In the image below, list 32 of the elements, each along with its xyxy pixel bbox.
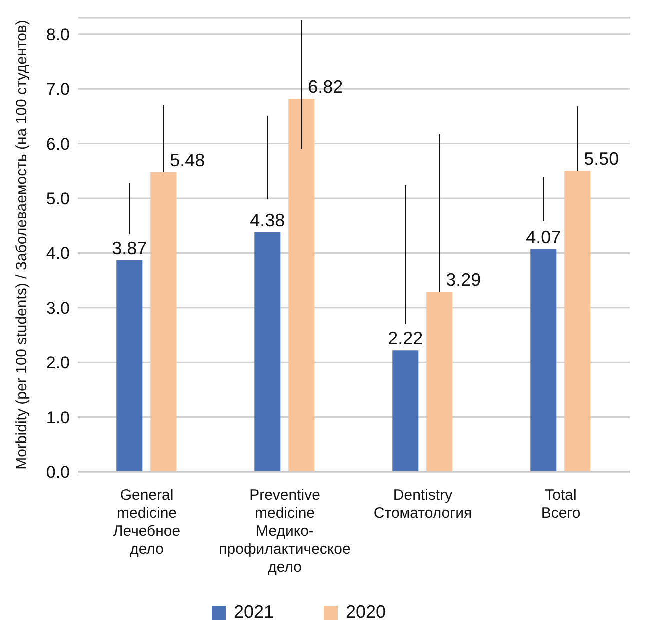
data-label: 4.07 [526,227,562,248]
x-tick-label: Dentistry Стоматология [374,487,472,522]
y-tick-label: 3.0 [46,298,70,318]
y-tick-label: 1.0 [46,408,70,428]
y-tick-label: 6.0 [46,134,70,154]
y-tick-label: 8.0 [46,25,70,44]
bar [426,292,453,472]
x-tick-label: Preventive medicine Медико-профилактическое дело [219,487,351,576]
bar [530,249,557,472]
bar [288,98,315,472]
x-tick-label: Total Всего [541,487,581,522]
data-label: 5.48 [170,150,206,170]
data-label: 2.22 [388,328,424,349]
bar [116,260,143,472]
legend-label: 2021 [234,602,274,622]
data-label: 3.29 [446,270,482,290]
bar [254,232,281,472]
legend-label: 2020 [346,602,386,622]
y-tick-label: 7.0 [46,80,70,100]
data-label: 4.38 [250,210,286,230]
y-tick-label: 5.0 [46,190,70,209]
x-tick-label: General medicine Лечебное дело [113,487,181,558]
data-label: 6.82 [308,76,344,97]
y-tick-label: 2.0 [46,354,70,373]
bar [564,171,591,472]
data-label: 5.50 [584,149,620,170]
bar [392,350,419,472]
bar [150,172,177,472]
data-label: 3.87 [112,238,148,258]
y-tick-label: 0.0 [46,463,70,482]
y-tick-label: 4.0 [46,244,70,264]
y-axis-title: Morbidity (per 100 students) / Заболеваемость (на 100 студентов) [13,20,30,470]
